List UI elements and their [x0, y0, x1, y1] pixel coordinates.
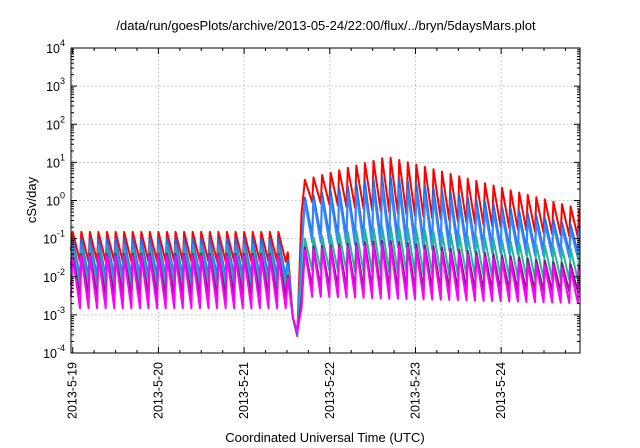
y-tick-exponent: 1 [60, 152, 65, 162]
y-tick-base: 10 [43, 271, 57, 285]
x-axis-label: Coordinated Universal Time (UTC) [225, 430, 424, 445]
y-tick-exponent: -3 [57, 305, 65, 315]
y-tick-label: 104 [46, 38, 65, 56]
series-line [70, 243, 581, 334]
y-tick-label: 101 [46, 152, 65, 170]
y-tick-exponent: 3 [60, 76, 65, 86]
y-tick-exponent: -1 [57, 229, 65, 239]
y-tick-label: 103 [46, 76, 65, 94]
y-tick-base: 10 [46, 195, 60, 209]
chart-title: /data/run/goesPlots/archive/2013-05-24/2… [116, 18, 536, 33]
x-tick-label: 2013-5-20 [151, 362, 165, 419]
x-tick-label: 2013-5-24 [494, 362, 508, 419]
x-tick-label: 2013-5-19 [66, 362, 80, 419]
y-tick-exponent: 0 [60, 191, 65, 201]
y-tick-exponent: 4 [60, 38, 65, 48]
y-tick-base: 10 [43, 233, 57, 247]
y-tick-base: 10 [46, 42, 60, 56]
x-tick-label: 2013-5-22 [323, 362, 337, 419]
y-tick-exponent: -2 [57, 267, 65, 277]
y-axis-label: cSv/day [24, 176, 39, 223]
y-tick-exponent: -4 [57, 343, 65, 353]
x-tick-labels: 2013-5-19 2013-5-20 2013-5-21 2013-5-22 2013… [66, 362, 508, 419]
y-tick-label: 10-4 [43, 343, 65, 361]
y-tick-base: 10 [46, 80, 60, 94]
x-tick-label: 2013-5-21 [237, 362, 251, 419]
y-tick-base: 10 [46, 156, 60, 170]
series-layer [70, 156, 581, 337]
y-tick-label: 10-3 [43, 305, 65, 323]
y-tick-label: 102 [46, 114, 65, 132]
x-tick-label: 2013-5-23 [408, 362, 422, 419]
series-line [70, 185, 581, 336]
plot-frame [70, 47, 581, 354]
y-tick-exponent: 2 [60, 114, 65, 124]
y-tick-label: 10-2 [43, 267, 65, 285]
y-tick-base: 10 [43, 309, 57, 323]
y-tick-label: 10-1 [43, 229, 65, 247]
series-line [70, 156, 581, 337]
y-tick-base: 10 [43, 347, 57, 361]
y-tick-label: 100 [46, 191, 65, 209]
series-line [70, 225, 581, 335]
y-tick-base: 10 [46, 118, 60, 132]
